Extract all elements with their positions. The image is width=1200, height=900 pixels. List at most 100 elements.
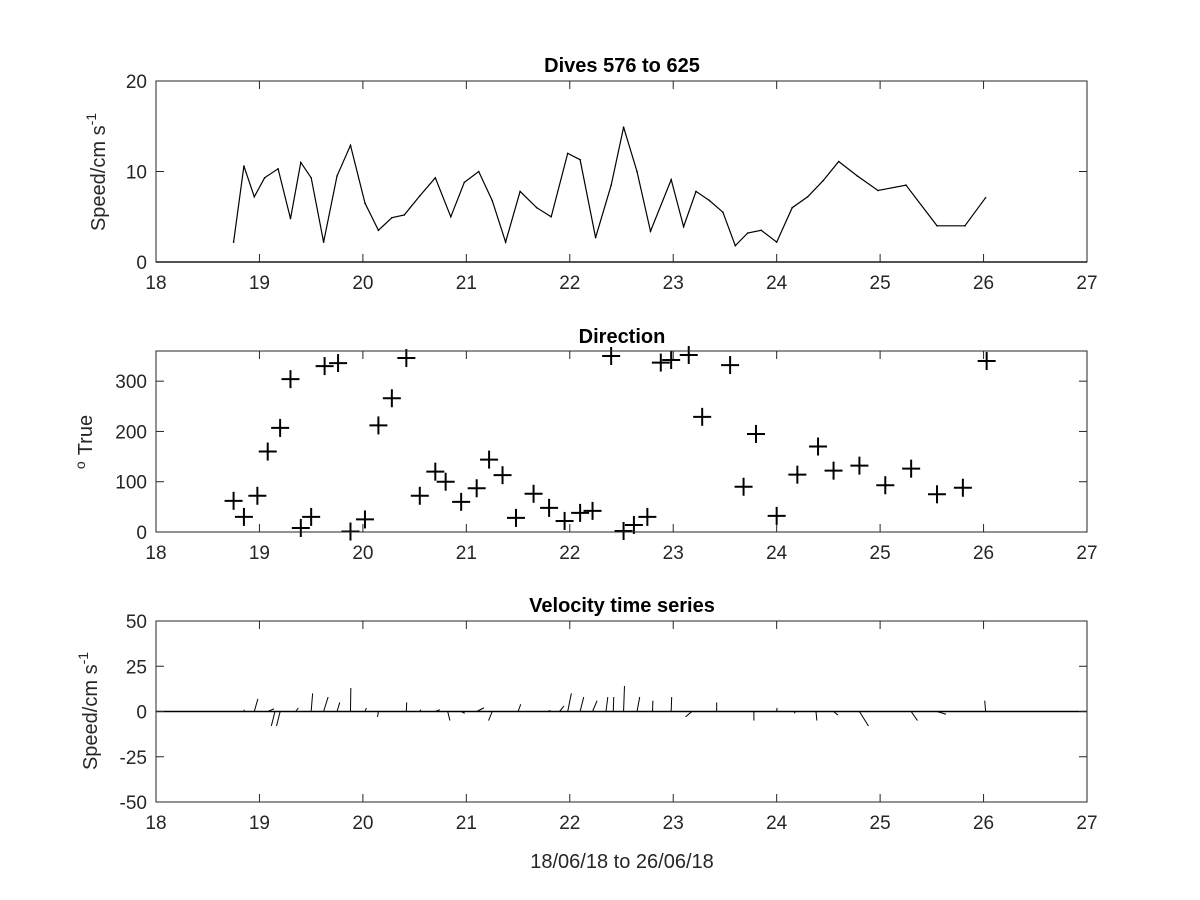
x-tick-label: 19 — [249, 543, 270, 564]
direction-point — [540, 498, 559, 517]
x-tick-label: 23 — [663, 543, 684, 564]
direction-point — [679, 346, 698, 365]
direction-point — [369, 416, 388, 435]
y-tick-label: 0 — [136, 253, 147, 274]
speed-point — [263, 177, 266, 179]
speed-point — [418, 195, 421, 197]
direction-point — [850, 456, 869, 475]
speed-point — [434, 177, 437, 179]
direction-point — [493, 466, 512, 485]
x-tick-label: 18 — [145, 813, 166, 834]
direction-point — [571, 503, 590, 522]
x-tick-label: 27 — [1076, 273, 1097, 294]
direction-point — [506, 508, 525, 527]
direction-point — [693, 407, 712, 426]
x-tick-label: 20 — [352, 543, 373, 564]
speed-point — [377, 229, 380, 232]
direction-point — [258, 442, 277, 461]
speed-marks — [156, 126, 1087, 263]
velocity-stick — [612, 697, 615, 712]
velocity-stick — [295, 707, 299, 712]
speed-point — [289, 217, 292, 220]
velocity-stick — [435, 709, 441, 712]
speed-point — [450, 215, 452, 218]
direction-point — [788, 465, 807, 484]
x-tick-label: 18 — [145, 543, 166, 564]
direction-point — [767, 506, 786, 525]
direction-point — [302, 507, 321, 526]
y-tick-label: 200 — [115, 422, 147, 443]
speed-point — [695, 190, 697, 193]
x-tick-label: 27 — [1076, 543, 1097, 564]
y-tick-label: 10 — [126, 163, 147, 184]
velocity-stick — [592, 700, 598, 712]
speed-point — [822, 179, 825, 182]
speed-point — [670, 178, 672, 181]
velocity-stick — [579, 696, 585, 712]
velocity-stick — [936, 711, 947, 715]
speed-point — [300, 161, 302, 164]
x-tick-label: 20 — [352, 813, 373, 834]
velocity-stick — [833, 711, 839, 716]
speed-point — [364, 202, 366, 204]
direction-point — [928, 485, 947, 504]
x-tick-label: 24 — [766, 543, 788, 564]
direction-point — [224, 491, 243, 510]
speed-point — [391, 216, 393, 219]
y-tick-label: 300 — [115, 372, 147, 393]
direction-point — [876, 476, 895, 495]
direction-point — [452, 492, 471, 511]
speed-point — [550, 215, 552, 218]
x-tick-label: 22 — [559, 273, 580, 294]
velocity-stick — [276, 711, 281, 727]
y-tick-label: 100 — [115, 473, 147, 494]
speed-point — [579, 158, 581, 161]
direction-plot-frame — [155, 350, 1088, 533]
velocity-stick — [253, 698, 259, 712]
velocity-stick — [793, 711, 796, 714]
velocity-stick — [310, 693, 314, 712]
x-tick-label: 26 — [973, 543, 994, 564]
speed-point — [519, 190, 521, 193]
speed-point — [936, 225, 938, 227]
speed-point — [636, 170, 638, 173]
velocity-stick — [476, 707, 485, 712]
direction-point — [382, 389, 401, 408]
direction-point — [624, 515, 643, 534]
x-tick-label: 22 — [559, 813, 580, 834]
velocity-stick — [605, 696, 609, 712]
x-tick-label: 18 — [145, 273, 166, 294]
speed-point — [504, 241, 507, 243]
x-tick-label: 25 — [870, 273, 891, 294]
speed-point — [277, 167, 279, 170]
speed-point — [463, 181, 466, 184]
velocity-stick — [517, 704, 522, 712]
velocity-stick — [670, 697, 673, 712]
x-tick-label: 22 — [559, 543, 580, 564]
speed-point — [746, 232, 749, 234]
velocity-stick — [377, 711, 379, 718]
velocity-stick — [636, 696, 641, 712]
direction-point — [583, 501, 602, 520]
speed-point — [760, 229, 762, 232]
speed-point — [856, 175, 859, 177]
direction-point — [734, 477, 753, 496]
speed-point — [310, 177, 312, 179]
y-tick-label: -50 — [120, 793, 147, 814]
speed-panel: Dives 576 to 625 Speed/cm s-1 18 19 20 21 22… — [83, 55, 1098, 294]
speed-point — [708, 199, 711, 202]
direction-point — [315, 357, 334, 376]
direction-point — [355, 510, 374, 529]
direction-point — [651, 353, 670, 372]
velocity-y-axis-label: Speed/cm s-1 — [75, 652, 102, 770]
velocity-stick — [336, 702, 341, 712]
x-tick-label: 26 — [973, 813, 994, 834]
speed-point — [964, 225, 966, 227]
direction-point — [746, 424, 765, 443]
direction-point — [397, 349, 416, 368]
speed-point — [253, 196, 256, 198]
direction-point — [638, 507, 657, 526]
x-tick-label: 23 — [663, 273, 684, 294]
direction-point — [291, 518, 310, 537]
direction-point — [329, 354, 348, 373]
